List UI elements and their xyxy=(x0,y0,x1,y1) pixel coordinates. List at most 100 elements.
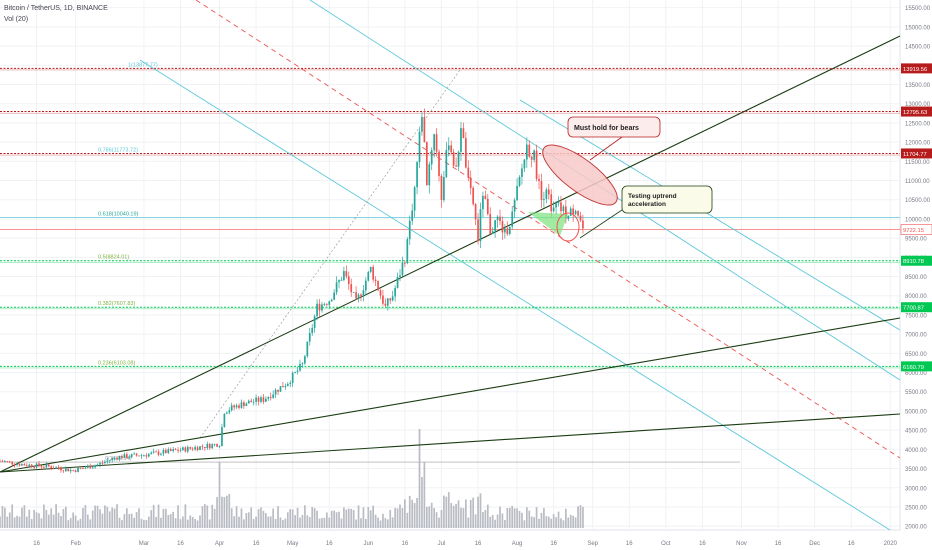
candle-body xyxy=(18,463,21,466)
candle-body xyxy=(433,134,435,151)
candle-body xyxy=(1,460,4,462)
volume-bar xyxy=(484,510,487,528)
volume-bar xyxy=(69,518,72,528)
candle-body xyxy=(457,151,460,167)
volume-bar xyxy=(174,518,177,528)
channel-line xyxy=(139,59,891,531)
volume-bar xyxy=(396,508,399,528)
candle-body xyxy=(306,341,309,357)
volume-bar xyxy=(189,515,192,528)
y-tick-label: 15000.00 xyxy=(905,25,931,31)
uptrend-line xyxy=(0,413,901,473)
candle-body xyxy=(60,468,62,471)
red-dashed-trendline xyxy=(195,0,901,459)
volume-bar xyxy=(360,518,362,528)
candle-body xyxy=(30,464,33,468)
candle-body xyxy=(484,195,487,199)
candle-body xyxy=(340,280,343,281)
volume-bar xyxy=(172,511,175,528)
candle-body xyxy=(69,469,72,472)
y-tick-label: 3000.00 xyxy=(905,486,927,492)
volume-bar xyxy=(204,504,206,528)
volume-bar xyxy=(201,506,204,528)
candle-body xyxy=(74,470,77,472)
candle-body xyxy=(206,443,209,449)
volume-bar xyxy=(28,509,31,528)
x-tick-label: 2020 xyxy=(884,541,898,547)
candle-body xyxy=(469,177,472,188)
volume-bar xyxy=(438,517,440,528)
candle-body xyxy=(279,386,282,392)
volume-bar xyxy=(572,515,575,528)
candle-body xyxy=(145,455,148,457)
candle-body xyxy=(11,461,14,465)
volume-bar xyxy=(474,514,477,528)
volume-bar xyxy=(57,512,60,528)
candle-body xyxy=(133,453,135,455)
volume-bar xyxy=(167,514,170,528)
candle-body xyxy=(452,152,455,166)
candle-body xyxy=(62,470,65,472)
candle-body xyxy=(521,168,523,177)
candle-body xyxy=(82,468,84,469)
candle-body xyxy=(445,149,448,178)
volume-bar xyxy=(521,512,523,528)
y-tick-label: 6500.00 xyxy=(905,352,927,358)
fib-label: 0.382(7607.83) xyxy=(98,301,135,307)
volume-bar xyxy=(213,508,216,528)
volume-bar xyxy=(30,519,33,528)
volume-bar xyxy=(52,514,55,528)
volume-legend[interactable]: Vol (20) xyxy=(4,16,29,23)
symbol-legend[interactable]: Bitcoin / TetherUS, 1D, BINANCE xyxy=(4,5,108,12)
candle-body xyxy=(165,450,167,454)
candle-body xyxy=(23,464,26,466)
candle-body xyxy=(191,448,194,450)
candle-body xyxy=(323,304,326,305)
volume-bar xyxy=(457,500,460,528)
candle-body xyxy=(208,443,211,449)
volume-bar xyxy=(82,508,84,528)
y-tick-label: 14500.00 xyxy=(905,45,931,51)
x-tick-label: 16 xyxy=(253,541,260,547)
volume-bar xyxy=(347,508,350,528)
candle-body xyxy=(577,210,579,216)
price-badge xyxy=(901,361,932,372)
candle-body xyxy=(211,444,214,449)
candle-body xyxy=(116,457,118,460)
y-tick-label: 6000.00 xyxy=(905,371,927,377)
candle-body xyxy=(223,413,226,428)
y-tick-label: 12500.00 xyxy=(905,121,931,127)
candle-body xyxy=(262,397,265,402)
volume-bar xyxy=(323,517,326,528)
volume-bar xyxy=(233,516,235,528)
candle-body xyxy=(238,405,240,408)
volume-bar xyxy=(291,509,294,528)
volume-bar xyxy=(150,510,153,528)
volume-bar xyxy=(460,507,462,528)
volume-bar xyxy=(208,519,211,528)
candle-body xyxy=(330,299,333,302)
candle-body xyxy=(67,468,70,472)
fib-label: 0.5(8824.01) xyxy=(98,255,129,261)
price-badge xyxy=(901,148,932,159)
volume-bar xyxy=(550,518,553,528)
candle-body xyxy=(374,279,377,282)
x-tick-label: Jul xyxy=(438,541,446,547)
candle-body xyxy=(525,144,528,160)
fib-label: 0.236(6103.08) xyxy=(98,360,135,366)
uptrend-line xyxy=(0,317,901,473)
candle-body xyxy=(21,464,23,466)
volume-bar xyxy=(243,519,245,528)
candle-body xyxy=(99,462,101,465)
candle-body xyxy=(350,284,353,293)
candle-body xyxy=(113,457,116,459)
volume-bar xyxy=(325,512,328,528)
candle-body xyxy=(560,202,562,212)
plot-area xyxy=(0,0,900,530)
candle-body xyxy=(389,298,392,301)
candle-body xyxy=(343,271,345,281)
candle-body xyxy=(50,466,53,469)
x-tick-label: Oct xyxy=(661,541,671,547)
candle-body xyxy=(467,167,470,178)
